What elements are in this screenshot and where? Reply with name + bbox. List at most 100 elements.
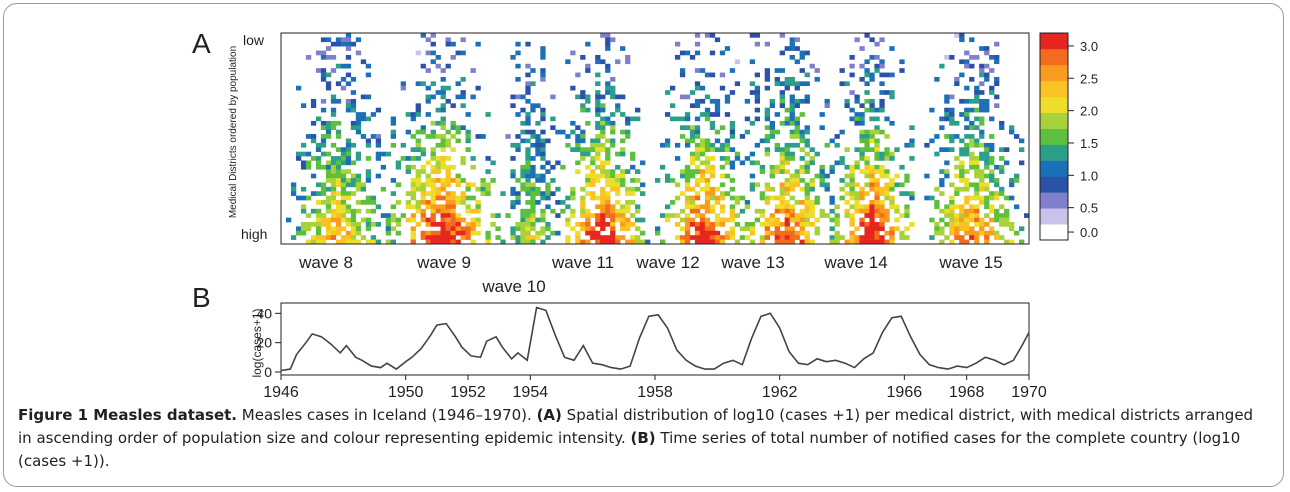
heatmap-cell xyxy=(325,46,332,51)
heatmap-cell xyxy=(859,46,865,51)
heatmap-cell xyxy=(535,230,541,236)
heatmap-cell xyxy=(694,235,701,240)
heatmap-cell xyxy=(679,208,686,214)
heatmap-cell xyxy=(585,239,591,245)
heatmap-cell xyxy=(485,156,491,161)
heatmap-cell xyxy=(684,112,691,117)
heatmap-cell xyxy=(964,200,970,205)
heatmap-cell xyxy=(460,178,466,183)
heatmap-cell xyxy=(749,173,756,179)
heatmap-cell xyxy=(625,200,631,205)
heatmap-cell xyxy=(1004,147,1010,152)
heatmap-cell xyxy=(694,147,701,152)
caption-intro: Measles cases in Iceland (1946–1970). xyxy=(237,406,537,424)
heatmap-cell xyxy=(854,204,860,210)
heatmap-cell xyxy=(944,204,950,210)
heatmap-cell xyxy=(684,222,691,227)
heatmap-cell xyxy=(939,191,945,196)
heatmap-cell xyxy=(590,213,596,218)
heatmap-cell xyxy=(959,160,965,166)
heatmap-cell xyxy=(330,68,337,73)
heatmap-cell xyxy=(620,222,626,227)
heatmap-cell xyxy=(679,235,686,240)
heatmap-cell xyxy=(889,178,895,183)
heatmap-cell xyxy=(465,112,471,117)
heatmap-cell xyxy=(789,94,795,100)
heatmap-cell xyxy=(749,182,756,188)
heatmap-cell xyxy=(470,156,476,161)
heatmap-cell xyxy=(1019,226,1025,232)
heatmap-cell xyxy=(600,134,606,139)
heatmap-cell xyxy=(595,125,601,131)
heatmap-cell xyxy=(595,235,601,240)
heatmap-cell xyxy=(355,226,362,232)
heatmap-cell xyxy=(664,112,671,117)
heatmap-cell xyxy=(699,147,706,152)
heatmap-cell xyxy=(869,208,875,214)
heatmap-cell xyxy=(595,147,601,152)
heatmap-cell xyxy=(640,182,646,188)
heatmap-cell xyxy=(450,178,456,183)
heatmap-cell xyxy=(430,134,436,139)
heatmap-cell xyxy=(580,204,586,210)
heatmap-cell xyxy=(829,235,835,240)
heatmap-y-axis-label: Medical Districts ordered by population xyxy=(228,46,239,218)
heatmap-cell xyxy=(570,213,576,218)
colorbar-swatch xyxy=(1040,160,1068,177)
heatmap-cell xyxy=(984,200,990,205)
heatmap-cell xyxy=(330,98,337,104)
heatmap-cell xyxy=(749,186,756,192)
heatmap-cell xyxy=(709,195,716,201)
heatmap-cell xyxy=(325,217,332,223)
heatmap-cell xyxy=(814,217,820,223)
heatmap-cell xyxy=(330,164,337,170)
heatmap-cell xyxy=(839,186,845,192)
heatmap-cell xyxy=(884,208,890,214)
heatmap-cell xyxy=(625,129,631,135)
heatmap-cell xyxy=(305,222,312,227)
heatmap-cell xyxy=(779,68,785,73)
heatmap-cell xyxy=(605,182,611,188)
heatmap-cell xyxy=(904,142,910,148)
heatmap-cell xyxy=(610,37,616,43)
heatmap-cell xyxy=(415,169,421,174)
heatmap-cell xyxy=(709,204,716,210)
heatmap-cell xyxy=(989,208,995,214)
heatmap-cell xyxy=(610,208,616,214)
heatmap-cell xyxy=(969,125,975,131)
heatmap-cell xyxy=(555,213,561,218)
heatmap-cell xyxy=(520,235,526,240)
heatmap-cell xyxy=(784,230,790,236)
heatmap-cell xyxy=(809,239,815,245)
heatmap-cell xyxy=(470,217,476,223)
heatmap-cell xyxy=(335,200,342,205)
heatmap-cell xyxy=(754,33,761,38)
heatmap-cell xyxy=(605,151,611,157)
heatmap-cell xyxy=(689,151,696,157)
heatmap-cell xyxy=(310,138,317,144)
heatmap-cell xyxy=(879,103,885,109)
heatmap-cell xyxy=(764,226,770,232)
heatmap-cell xyxy=(610,112,616,117)
heatmap-cell xyxy=(320,107,327,113)
heatmap-cell xyxy=(595,217,601,223)
heatmap-cell xyxy=(590,173,596,179)
heatmap-cell xyxy=(525,151,531,157)
heatmap-cell xyxy=(784,156,790,161)
heatmap-cell xyxy=(694,169,701,174)
heatmap-cell xyxy=(320,239,327,245)
heatmap-cell xyxy=(884,173,890,179)
heatmap-cell xyxy=(759,208,766,214)
heatmap-cell xyxy=(385,217,392,223)
heatmap-cell xyxy=(874,186,880,192)
heatmap-cell xyxy=(430,200,436,205)
line-plot-frame xyxy=(280,302,1030,376)
heatmap-cell xyxy=(859,239,865,245)
heatmap-cell xyxy=(939,208,945,214)
heatmap-cell xyxy=(964,142,970,148)
heatmap-cell xyxy=(834,239,840,245)
heatmap-cell xyxy=(819,112,825,117)
caption-title: Figure 1 Measles dataset. xyxy=(18,406,237,424)
heatmap-cell xyxy=(814,151,820,157)
heatmap-cell xyxy=(465,134,471,139)
